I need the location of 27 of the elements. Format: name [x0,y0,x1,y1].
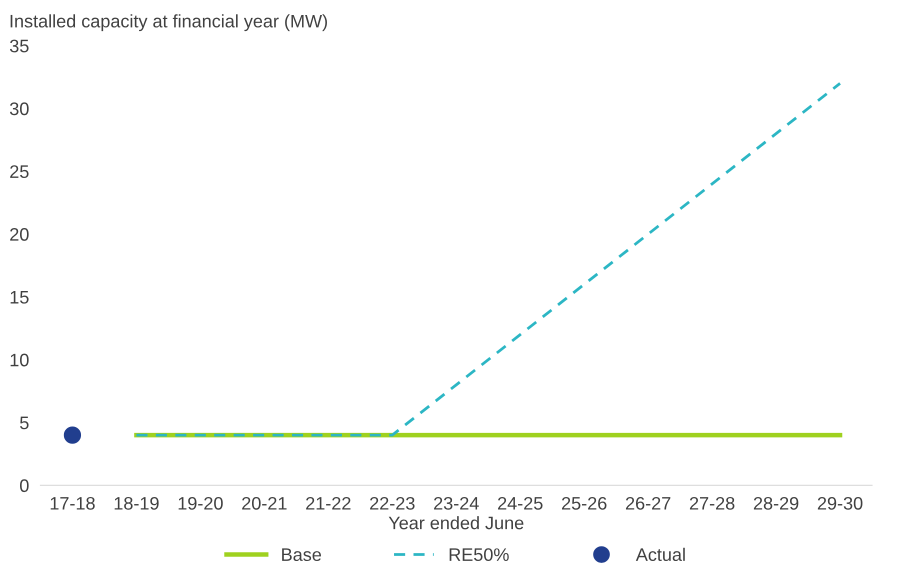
x-tick-label: 28-29 [754,496,798,510]
x-tick-label: 27-28 [690,496,734,510]
x-tick-label: 20-21 [242,496,287,510]
y-tick-label: 15 [10,291,29,304]
x-tick-label: 25-26 [562,496,606,510]
x-tick-label: 17-18 [50,496,95,510]
line-series [135,82,842,436]
x-tick-label: 18-19 [114,496,159,510]
x-tick-label: 24-25 [498,496,543,510]
x-tick-label: 23-24 [434,496,479,510]
y-tick-label: 30 [10,102,29,116]
x-tick-label: 29-30 [818,496,862,510]
x-tick-label: 26-27 [626,496,670,510]
y-tick-label: 10 [10,354,29,366]
x-tick-label: 22-23 [370,496,415,510]
x-tick-label: 19-20 [178,496,223,510]
legend-label: Base [282,548,322,562]
x-axis-title: Year ended June [388,516,524,530]
y-tick-label: 35 [10,40,29,52]
legend-label: RE50% [450,548,509,562]
x-tick-label: 21-22 [306,496,350,510]
y-tick-label: 0 [20,479,29,492]
y-tick-label: 20 [10,228,29,241]
legend-label: Actual [636,548,685,562]
y-tick-label: 25 [10,165,29,178]
y-axis-title: Installed capacity at financial year (MW) [10,14,327,32]
y-tick-label: 5 [20,416,29,430]
